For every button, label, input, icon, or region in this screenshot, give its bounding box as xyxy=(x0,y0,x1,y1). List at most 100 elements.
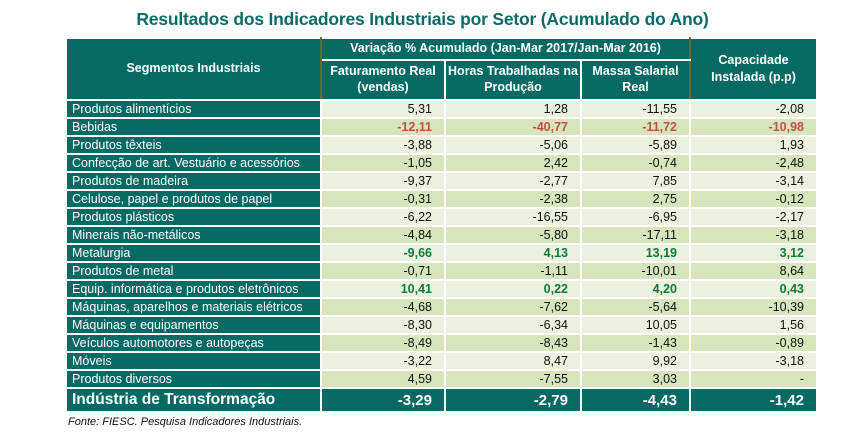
table-row: Produtos de madeira -9,37 -2,77 7,85 -3,… xyxy=(65,171,818,191)
value-cell-massa: -11,72 xyxy=(580,117,691,137)
total-value-cell: -4,43 xyxy=(580,387,691,413)
value-cell-faturamento: 4,59 xyxy=(320,369,446,389)
value-cell-horas: -8,43 xyxy=(444,333,582,353)
value-cell-horas: -7,55 xyxy=(444,369,582,389)
value-cell-massa: 4,20 xyxy=(580,279,691,299)
table-header: Segmentos Industriais Variação % Acumula… xyxy=(65,37,818,101)
value-cell-capacidade: -3,18 xyxy=(689,351,818,371)
segment-label-cell: Veículos automotores e autopeças xyxy=(65,333,322,353)
value-cell-capacidade: 0,43 xyxy=(689,279,818,299)
page-title: Resultados dos Indicadores Industriais p… xyxy=(136,9,709,29)
value-cell-faturamento: -0,71 xyxy=(320,261,446,281)
value-cell-capacidade: -2,08 xyxy=(689,99,818,119)
segment-label-cell: Equip. informática e produtos eletrônico… xyxy=(65,279,322,299)
value-cell-massa: -17,11 xyxy=(580,225,691,245)
value-cell-capacidade: 1,56 xyxy=(689,315,818,335)
table-row: Bebidas -12,11 -40,77 -11,72 -10,98 xyxy=(65,117,818,137)
value-cell-massa: 10,05 xyxy=(580,315,691,335)
value-cell-capacidade: -3,18 xyxy=(689,225,818,245)
value-cell-horas: -6,34 xyxy=(444,315,582,335)
value-cell-capacidade: 8,64 xyxy=(689,261,818,281)
column-header-segments: Segmentos Industriais xyxy=(65,37,322,101)
value-cell-massa: -5,89 xyxy=(580,135,691,155)
value-cell-capacidade: -0,89 xyxy=(689,333,818,353)
segment-label-cell: Produtos têxteis xyxy=(65,135,322,155)
value-cell-capacidade: -3,14 xyxy=(689,171,818,191)
value-cell-capacidade: -2,48 xyxy=(689,153,818,173)
segment-label-cell: Máquinas e equipamentos xyxy=(65,315,322,335)
segment-label-cell: Produtos de metal xyxy=(65,261,322,281)
value-cell-horas: -16,55 xyxy=(444,207,582,227)
value-cell-faturamento: -4,84 xyxy=(320,225,446,245)
report-page: Resultados dos Indicadores Industriais p… xyxy=(0,9,845,438)
value-cell-faturamento: -8,49 xyxy=(320,333,446,353)
segment-label-cell: Bebidas xyxy=(65,117,322,137)
value-cell-horas: 8,47 xyxy=(444,351,582,371)
total-value-cell: -3,29 xyxy=(320,387,446,413)
segment-label-cell: Produtos plásticos xyxy=(65,207,322,227)
segment-label-cell: Máquinas, aparelhos e materiais elétrico… xyxy=(65,297,322,317)
value-cell-horas: -7,62 xyxy=(444,297,582,317)
value-cell-horas: -1,11 xyxy=(444,261,582,281)
value-cell-faturamento: -3,22 xyxy=(320,351,446,371)
value-cell-faturamento: -9,37 xyxy=(320,171,446,191)
value-cell-massa: 2,75 xyxy=(580,189,691,209)
value-cell-horas: 1,28 xyxy=(444,99,582,119)
value-cell-capacidade: 1,93 xyxy=(689,135,818,155)
value-cell-massa: -6,95 xyxy=(580,207,691,227)
table-body: Produtos alimentícios 5,31 1,28 -11,55 -… xyxy=(65,99,818,389)
table-row: Máquinas, aparelhos e materiais elétrico… xyxy=(65,297,818,317)
value-cell-horas: -5,80 xyxy=(444,225,582,245)
table-row: Produtos diversos 4,59 -7,55 3,03 - xyxy=(65,369,818,389)
column-header-horas: Horas Trabalhadas na Produção xyxy=(444,59,582,101)
segment-label-cell: Celulose, papel e produtos de papel xyxy=(65,189,322,209)
table-row: Confecção de art. Vestuário e acessórios… xyxy=(65,153,818,173)
value-cell-horas: 2,42 xyxy=(444,153,582,173)
table-total-row: Indústria de Transformação -3,29 -2,79 -… xyxy=(65,387,818,413)
value-cell-massa: -5,64 xyxy=(580,297,691,317)
value-cell-faturamento: -6,22 xyxy=(320,207,446,227)
value-cell-horas: -2,77 xyxy=(444,171,582,191)
value-cell-capacidade: -10,39 xyxy=(689,297,818,317)
value-cell-horas: 0,22 xyxy=(444,279,582,299)
value-cell-massa: -0,74 xyxy=(580,153,691,173)
value-cell-faturamento: -9,66 xyxy=(320,243,446,263)
value-cell-massa: -10,01 xyxy=(580,261,691,281)
total-label-cell: Indústria de Transformação xyxy=(65,387,322,413)
value-cell-massa: -1,43 xyxy=(580,333,691,353)
value-cell-capacidade: -10,98 xyxy=(689,117,818,137)
column-header-faturamento: Faturamento Real (vendas) xyxy=(320,59,446,101)
value-cell-horas: -40,77 xyxy=(444,117,582,137)
table-row: Equip. informática e produtos eletrônico… xyxy=(65,279,818,299)
value-cell-faturamento: 5,31 xyxy=(320,99,446,119)
total-value-cell: -2,79 xyxy=(444,387,582,413)
value-cell-faturamento: 10,41 xyxy=(320,279,446,299)
value-cell-capacidade: - xyxy=(689,369,818,389)
value-cell-capacidade: -2,17 xyxy=(689,207,818,227)
value-cell-faturamento: -3,88 xyxy=(320,135,446,155)
value-cell-massa: 13,19 xyxy=(580,243,691,263)
segment-label-cell: Produtos diversos xyxy=(65,369,322,389)
table-row: Veículos automotores e autopeças -8,49 -… xyxy=(65,333,818,353)
segment-label-cell: Minerais não-metálicos xyxy=(65,225,322,245)
total-value-cell: -1,42 xyxy=(689,387,818,413)
value-cell-faturamento: -1,05 xyxy=(320,153,446,173)
value-cell-faturamento: -12,11 xyxy=(320,117,446,137)
value-cell-capacidade: 3,12 xyxy=(689,243,818,263)
source-note: Fonte: FIESC. Pesquisa Indicadores Indus… xyxy=(68,416,303,428)
segment-label-cell: Metalurgia xyxy=(65,243,322,263)
table-row: Metalurgia -9,66 4,13 13,19 3,12 xyxy=(65,243,818,263)
value-cell-massa: -11,55 xyxy=(580,99,691,119)
segment-label-cell: Produtos alimentícios xyxy=(65,99,322,119)
segment-label-cell: Confecção de art. Vestuário e acessórios xyxy=(65,153,322,173)
value-cell-capacidade: -0,12 xyxy=(689,189,818,209)
value-cell-faturamento: -0,31 xyxy=(320,189,446,209)
value-cell-faturamento: -4,68 xyxy=(320,297,446,317)
table-row: Móveis -3,22 8,47 9,92 -3,18 xyxy=(65,351,818,371)
value-cell-faturamento: -8,30 xyxy=(320,315,446,335)
indicators-table: Segmentos Industriais Variação % Acumula… xyxy=(65,37,818,413)
table-row: Máquinas e equipamentos -8,30 -6,34 10,0… xyxy=(65,315,818,335)
value-cell-massa: 7,85 xyxy=(580,171,691,191)
segment-label-cell: Móveis xyxy=(65,351,322,371)
segment-label-cell: Produtos de madeira xyxy=(65,171,322,191)
